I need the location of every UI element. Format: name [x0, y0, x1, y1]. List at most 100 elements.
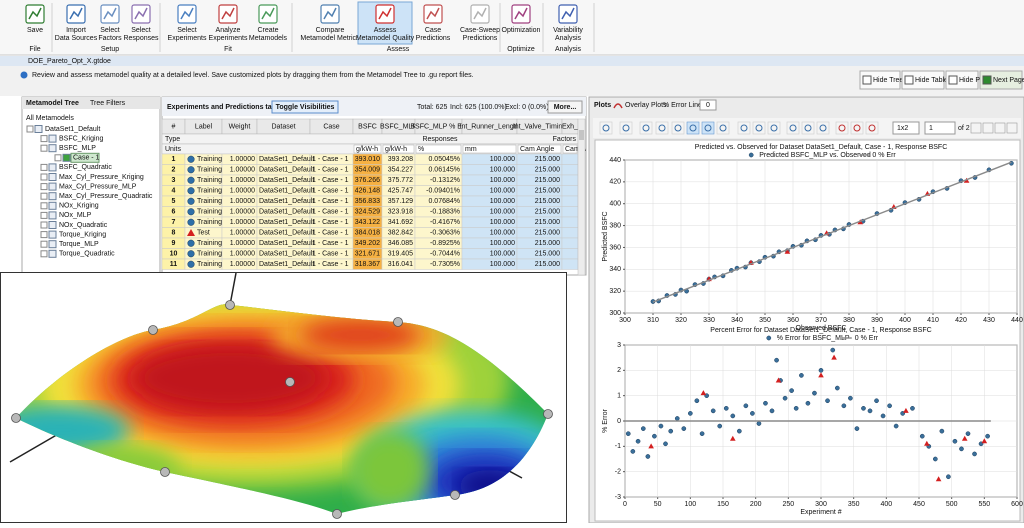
- tree-item[interactable]: DataSet1_Default: [26, 125, 100, 133]
- nav-button[interactable]: [982, 122, 994, 134]
- icon-glyph: [69, 7, 83, 20]
- unit-cell[interactable]: [517, 144, 562, 154]
- tree-item[interactable]: BSFC_Kriging: [40, 134, 103, 143]
- cell-text: Training: [197, 177, 222, 184]
- control-point: [285, 377, 295, 387]
- view-button[interactable]: Hide Plots: [945, 70, 991, 90]
- y-tick-label: 300: [609, 310, 621, 317]
- nav-button[interactable]: [1006, 122, 1018, 134]
- toolbar-button[interactable]: [716, 121, 730, 135]
- view-button[interactable]: Hide Tree: [859, 70, 903, 90]
- unit-cell[interactable]: [382, 144, 415, 154]
- tree-root[interactable]: All Metamodels: [26, 115, 74, 122]
- document-tab[interactable]: DOE_Pareto_Opt_X.gtdoe: [28, 58, 111, 65]
- cell-number: 357.129: [388, 198, 413, 205]
- tree-filters[interactable]: Tree Filters: [90, 100, 126, 107]
- toolbar-button[interactable]: [599, 121, 613, 135]
- x-axis-label: Observed BSFC: [796, 325, 847, 332]
- view-button[interactable]: Next Page: [979, 70, 1024, 90]
- view-button[interactable]: Hide Table: [901, 70, 948, 90]
- table-cell: [561, 216, 579, 228]
- tree-item[interactable]: BSFC_MLP: [40, 144, 96, 153]
- nav-button[interactable]: [994, 122, 1006, 134]
- toolbar-button[interactable]: [671, 121, 685, 135]
- ribbon-button[interactable]: Optimization: [502, 4, 541, 34]
- tree-item[interactable]: Case - 1: [54, 152, 100, 163]
- tree-expander: [40, 192, 48, 200]
- toolbar-button[interactable]: [655, 121, 669, 135]
- tree-item[interactable]: NOx_Kriging: [40, 201, 99, 210]
- toolbar-button[interactable]: [767, 121, 781, 135]
- icon-glyph: [378, 7, 392, 20]
- unit-cell[interactable]: [353, 144, 382, 154]
- toolbar-button[interactable]: [786, 121, 800, 135]
- tree-item[interactable]: Torque_Quadratic: [40, 249, 115, 258]
- toolbar-button[interactable]: [850, 121, 864, 135]
- toolbar-button[interactable]: [737, 121, 751, 135]
- unit-cell[interactable]: [415, 144, 462, 154]
- axis-stub: [229, 272, 237, 306]
- toolbar-glyph: [658, 124, 666, 132]
- ribbon-button[interactable]: Save: [25, 4, 45, 34]
- scroll-thumb[interactable]: [579, 130, 584, 140]
- page-dropdown[interactable]: [924, 121, 956, 135]
- tree-item[interactable]: Max_Cyl_Pressure_MLP: [40, 182, 137, 191]
- tree-item[interactable]: BSFC_Quadratic: [40, 163, 112, 172]
- toolbar-button[interactable]: [865, 121, 879, 135]
- toolbar-button[interactable]: [701, 121, 715, 135]
- data-point: [919, 433, 925, 439]
- toolbar-button[interactable]: [835, 121, 849, 135]
- overlay-label[interactable]: Overlay Plots: [625, 102, 667, 109]
- more-button[interactable]: More...: [547, 100, 583, 114]
- tree-expander: [40, 183, 48, 191]
- toolbar-button[interactable]: [752, 121, 766, 135]
- tree-item[interactable]: Max_Cyl_Pressure_Kriging: [40, 173, 144, 181]
- tree-item[interactable]: Torque_Kriging: [40, 230, 106, 239]
- nav-button[interactable]: [970, 122, 982, 134]
- toolbar-glyph: [602, 124, 610, 132]
- error-lines-input[interactable]: [699, 99, 717, 111]
- icon-glyph: [261, 7, 275, 20]
- tree-item[interactable]: Torque_MLP: [40, 240, 99, 249]
- toolbar-button[interactable]: [816, 121, 830, 135]
- unit-cell[interactable]: [462, 144, 517, 154]
- x-tick-label: 410: [927, 317, 939, 324]
- layout-dropdown[interactable]: [892, 121, 920, 135]
- toggle-button[interactable]: Toggle Visibilities: [271, 100, 339, 114]
- button-label: Hide Tree: [873, 77, 903, 84]
- toolbar-button[interactable]: [639, 121, 653, 135]
- toolbar-button[interactable]: [686, 121, 700, 135]
- data-point: [793, 405, 799, 411]
- tree-item[interactable]: Max_Cyl_Pressure_Quadratic: [40, 192, 153, 201]
- column-header: #: [172, 123, 176, 130]
- tree-expander: [40, 211, 48, 219]
- toolbar-button[interactable]: [619, 121, 633, 135]
- tree-item[interactable]: NOx_Quadratic: [40, 221, 108, 229]
- tree-item[interactable]: NOx_MLP: [40, 211, 92, 220]
- toolbar-button[interactable]: [801, 121, 815, 135]
- unit-cell[interactable]: [562, 144, 578, 154]
